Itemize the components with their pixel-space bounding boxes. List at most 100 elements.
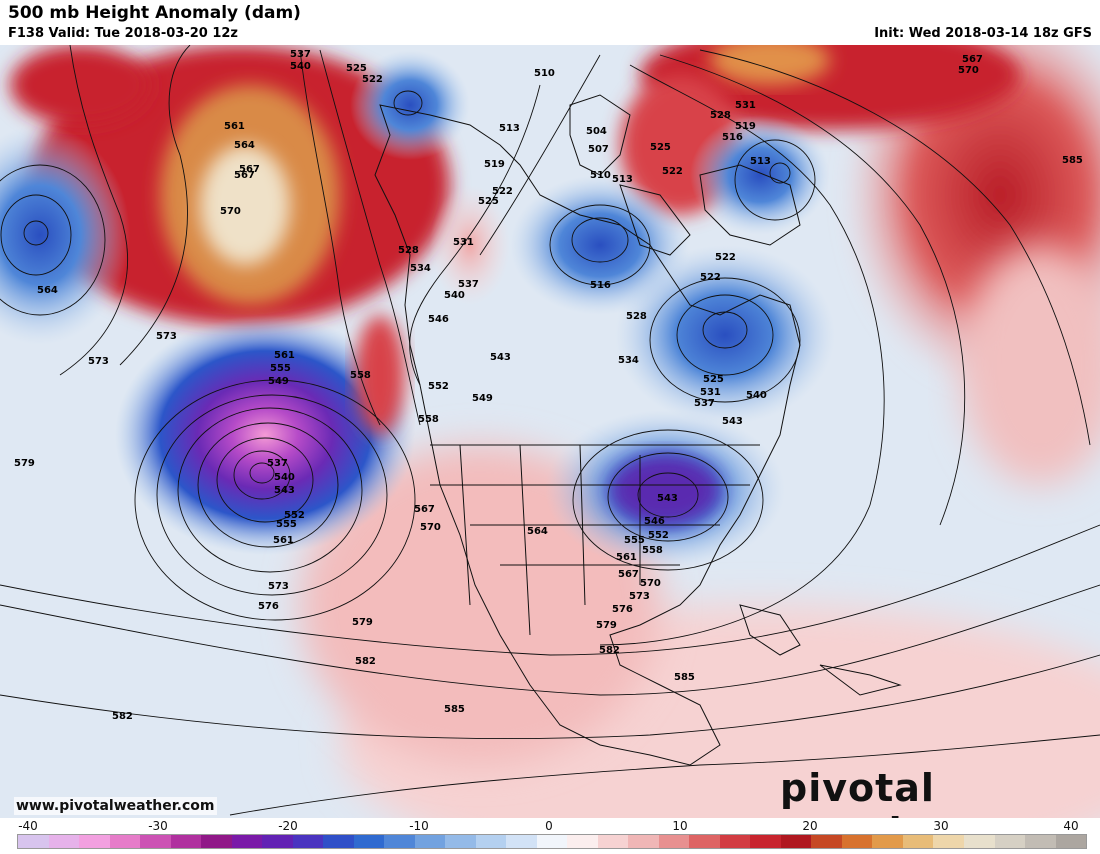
contour-label: 540 <box>274 472 295 483</box>
contour-label: 555 <box>276 519 297 530</box>
contour-label: 540 <box>444 290 465 301</box>
contour-label: 558 <box>642 545 663 556</box>
contour-label: 519 <box>735 121 756 132</box>
valid-time: F138 Valid: Tue 2018-03-20 12z <box>8 26 238 41</box>
contour-label: 522 <box>700 272 721 283</box>
contour-label: 576 <box>612 604 633 615</box>
contour-label: 561 <box>224 121 245 132</box>
contour-label: 561 <box>616 552 637 563</box>
contour-label: 537 <box>458 279 479 290</box>
contour-label: 573 <box>268 581 289 592</box>
contour-label: 531 <box>700 387 721 398</box>
contour-label: 552 <box>648 530 669 541</box>
contour-label: 534 <box>618 355 639 366</box>
contour-label: 507 <box>588 144 609 155</box>
contour-label: 576 <box>258 601 279 612</box>
contour-label: 513 <box>612 174 633 185</box>
contour-label: 513 <box>750 156 771 167</box>
contour-label: 552 <box>284 510 305 521</box>
contour-label: 570 <box>220 206 241 217</box>
contour-label: 543 <box>722 416 743 427</box>
anomaly-shading <box>0 45 1100 818</box>
contour-label: 579 <box>352 617 373 628</box>
contour-label: 549 <box>472 393 493 404</box>
colorbar-tick: 30 <box>933 819 949 833</box>
contour-label: 570 <box>958 65 979 76</box>
contour-label: 567 <box>234 170 255 181</box>
contour-label: 585 <box>674 672 695 683</box>
contour-label: 537 <box>694 398 715 409</box>
contour-label: 537 <box>267 458 288 469</box>
contour-label: 555 <box>270 363 291 374</box>
contour-label: 531 <box>735 100 756 111</box>
contour-label: 585 <box>444 704 465 715</box>
contour-label: 516 <box>722 132 743 143</box>
contour-label: 564 <box>234 140 255 151</box>
contour-label: 549 <box>268 376 289 387</box>
contour-label: 579 <box>14 458 35 469</box>
contour-label: 510 <box>590 170 611 181</box>
contour-label: 513 <box>499 123 520 134</box>
colorbar: -40 -30 -20 -10 0 10 20 30 40 <box>0 818 1100 850</box>
contour-label: 558 <box>350 370 371 381</box>
contour-label: 567 <box>962 54 983 65</box>
contour-label: 561 <box>273 535 294 546</box>
contour-label: 528 <box>398 245 419 256</box>
contour-label: 573 <box>156 331 177 342</box>
contour-label: 543 <box>490 352 511 363</box>
contour-label: 522 <box>715 252 736 263</box>
contour-label: 582 <box>355 656 376 667</box>
contour-label: 525 <box>346 63 367 74</box>
colorbar-tick: 10 <box>672 819 688 833</box>
contour-label: 528 <box>626 311 647 322</box>
map-title: 500 mb Height Anomaly (dam) <box>8 3 301 23</box>
header: 500 mb Height Anomaly (dam) F138 Valid: … <box>0 0 1100 45</box>
contour-label: 525 <box>478 196 499 207</box>
contour-label: 567 <box>618 569 639 580</box>
contour-label: 582 <box>112 711 133 722</box>
contour-label: 558 <box>418 414 439 425</box>
contour-label: 537 <box>290 49 311 60</box>
colorbar-tick: 0 <box>545 819 553 833</box>
contour-label: 510 <box>534 68 555 79</box>
contour-label: 579 <box>596 620 617 631</box>
contour-label: 546 <box>428 314 449 325</box>
contour-label: 564 <box>527 526 548 537</box>
contour-label: 585 <box>1062 155 1083 166</box>
colorbar-tick: 40 <box>1063 819 1079 833</box>
contour-label: 522 <box>362 74 383 85</box>
contour-label: 543 <box>274 485 295 496</box>
contour-label: 516 <box>590 280 611 291</box>
init-time: Init: Wed 2018-03-14 18z GFS <box>874 26 1092 41</box>
colorbar-tick: -30 <box>148 819 168 833</box>
contour-label: 564 <box>37 285 58 296</box>
contour-label: 543 <box>657 493 678 504</box>
contour-label: 567 <box>239 164 260 175</box>
colorbar-tick: 20 <box>802 819 818 833</box>
contour-label: 573 <box>629 591 650 602</box>
contour-label: 552 <box>428 381 449 392</box>
contour-label: 525 <box>703 374 724 385</box>
colorbar-tick: -20 <box>278 819 298 833</box>
coastlines <box>374 94 902 766</box>
contour-label: 540 <box>746 390 767 401</box>
website-url: www.pivotalweather.com <box>14 797 217 815</box>
contour-label: 570 <box>640 578 661 589</box>
height-contours <box>0 45 1100 816</box>
contour-label: 540 <box>290 61 311 72</box>
contour-label: 570 <box>420 522 441 533</box>
colorbar-tick: -10 <box>409 819 429 833</box>
contour-label: 582 <box>599 645 620 656</box>
contour-label: 534 <box>410 263 431 274</box>
contour-label: 561 <box>274 350 295 361</box>
contour-label: 573 <box>88 356 109 367</box>
contour-label: 504 <box>586 126 607 137</box>
map-canvas: 537 540 525 522 510 513 561 564 567 570 … <box>0 45 1100 818</box>
contour-label: 546 <box>644 516 665 527</box>
contour-label: 555 <box>624 535 645 546</box>
contour-label: 528 <box>710 110 731 121</box>
contour-label: 567 <box>414 504 435 515</box>
contour-label: 522 <box>492 186 513 197</box>
height-anomaly-map: 537 540 525 522 510 513 561 564 567 570 … <box>0 45 1100 818</box>
contour-labels: 537 540 525 522 510 513 561 564 567 570 … <box>14 49 1083 722</box>
